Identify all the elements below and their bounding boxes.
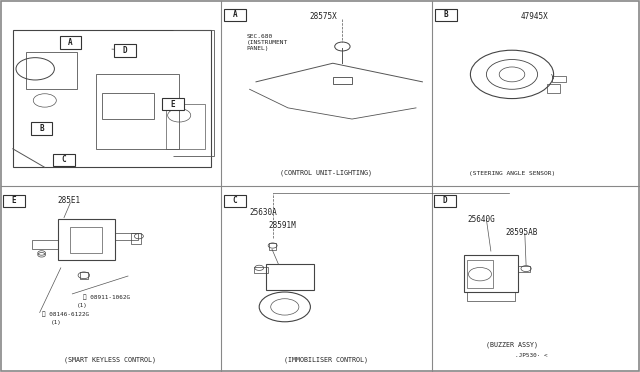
Text: (IMMOBILISER CONTROL): (IMMOBILISER CONTROL) xyxy=(284,356,369,363)
Text: SEC.680
(INSTRUMENT
PANEL): SEC.680 (INSTRUMENT PANEL) xyxy=(246,34,287,51)
Bar xyxy=(518,266,530,272)
FancyBboxPatch shape xyxy=(3,195,25,207)
Bar xyxy=(333,77,352,84)
Text: A: A xyxy=(68,38,73,47)
Text: 47945X: 47945X xyxy=(520,12,548,21)
Text: (STEERING ANGLE SENSOR): (STEERING ANGLE SENSOR) xyxy=(469,171,555,176)
Bar xyxy=(464,255,518,292)
Text: (1): (1) xyxy=(51,320,62,325)
Bar xyxy=(547,84,560,93)
Bar xyxy=(266,264,314,290)
Bar xyxy=(254,267,268,273)
Text: 28575X: 28575X xyxy=(309,12,337,21)
Bar xyxy=(115,232,138,240)
Text: D: D xyxy=(122,46,127,55)
Bar xyxy=(70,227,102,253)
Text: D: D xyxy=(442,196,447,205)
FancyBboxPatch shape xyxy=(224,9,246,21)
Text: B: B xyxy=(39,124,44,133)
Text: .JP530· <: .JP530· < xyxy=(515,353,547,358)
Text: B: B xyxy=(444,10,449,19)
FancyBboxPatch shape xyxy=(60,36,81,49)
Text: (1): (1) xyxy=(77,303,88,308)
Text: E: E xyxy=(12,196,17,205)
Text: 25630A: 25630A xyxy=(250,208,277,217)
Bar xyxy=(131,232,141,244)
Text: C: C xyxy=(232,196,237,205)
Text: Ⓑ 08146-6122G: Ⓑ 08146-6122G xyxy=(42,311,89,317)
Text: 28591M: 28591M xyxy=(269,221,296,230)
Text: E: E xyxy=(170,100,175,109)
Text: 25640G: 25640G xyxy=(467,215,495,224)
Bar xyxy=(102,93,154,119)
Bar xyxy=(96,74,179,149)
Bar xyxy=(32,240,58,249)
Bar xyxy=(166,104,205,149)
FancyBboxPatch shape xyxy=(53,154,75,166)
Text: 28595AB: 28595AB xyxy=(506,228,538,237)
Bar xyxy=(26,52,77,89)
FancyBboxPatch shape xyxy=(114,44,136,57)
Bar xyxy=(467,292,515,301)
Bar xyxy=(58,219,115,260)
FancyBboxPatch shape xyxy=(31,122,52,135)
Bar xyxy=(552,76,566,82)
FancyBboxPatch shape xyxy=(224,195,246,207)
Bar xyxy=(80,272,88,279)
FancyBboxPatch shape xyxy=(434,195,456,207)
Text: A: A xyxy=(232,10,237,19)
Text: 285E1: 285E1 xyxy=(58,196,81,205)
Text: ⓝ 08911-1062G: ⓝ 08911-1062G xyxy=(83,295,131,301)
Text: (BUZZER ASSY): (BUZZER ASSY) xyxy=(486,341,538,348)
FancyBboxPatch shape xyxy=(162,98,184,110)
FancyBboxPatch shape xyxy=(435,9,457,21)
Text: (SMART KEYLESS CONTROL): (SMART KEYLESS CONTROL) xyxy=(64,356,156,363)
Text: C: C xyxy=(61,155,67,164)
Bar xyxy=(269,243,276,250)
Text: (CONTROL UNIT-LIGHTING): (CONTROL UNIT-LIGHTING) xyxy=(280,170,372,176)
Bar xyxy=(467,260,493,288)
